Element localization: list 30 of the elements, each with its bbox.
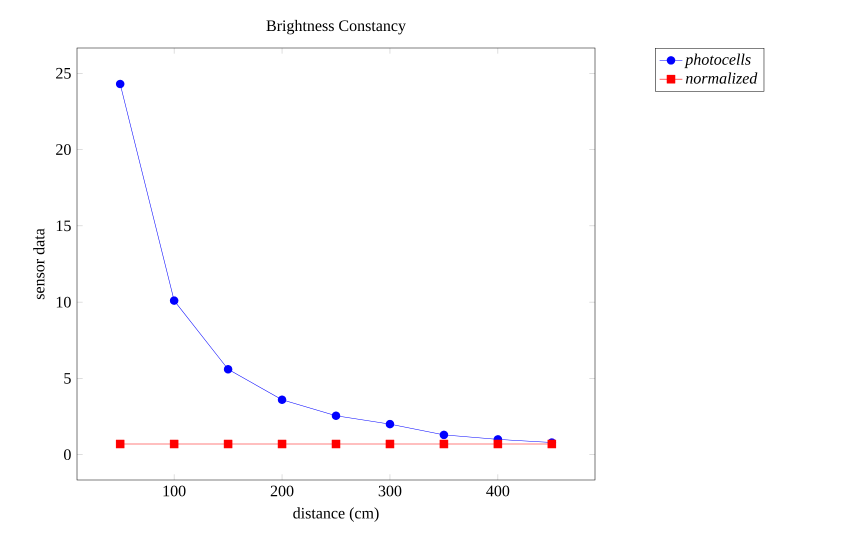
x-tick-label: 300 xyxy=(378,486,402,496)
y-tick-label: 15 xyxy=(56,220,71,232)
point xyxy=(440,440,448,448)
y-axis-title: sensor data xyxy=(33,228,44,300)
point xyxy=(116,80,124,88)
chart-title: Brightness Constancy xyxy=(266,20,406,34)
legend-label: photocells xyxy=(684,54,751,68)
point xyxy=(278,395,286,404)
point xyxy=(332,440,340,448)
point xyxy=(440,430,448,440)
point xyxy=(278,440,286,448)
y-tick-label: 20 xyxy=(56,144,71,155)
point xyxy=(170,296,178,305)
x-tick-label: 400 xyxy=(486,486,510,496)
y-tick-label: 25 xyxy=(56,68,71,79)
point xyxy=(386,420,394,428)
point xyxy=(386,440,394,448)
point xyxy=(224,364,232,374)
point xyxy=(116,440,124,448)
point xyxy=(332,411,340,420)
x-tick-label: 200 xyxy=(270,486,294,496)
x-axis-title: distance (cm) xyxy=(293,507,379,522)
y-tick-label: 0 xyxy=(64,449,71,460)
point xyxy=(224,440,232,448)
point xyxy=(170,440,178,448)
point xyxy=(494,440,502,448)
y-tick-label: 10 xyxy=(56,296,71,308)
x-tick-label: 100 xyxy=(164,486,186,496)
legend-label: normalized xyxy=(686,72,758,84)
y-tick-label: 5 xyxy=(64,373,71,384)
